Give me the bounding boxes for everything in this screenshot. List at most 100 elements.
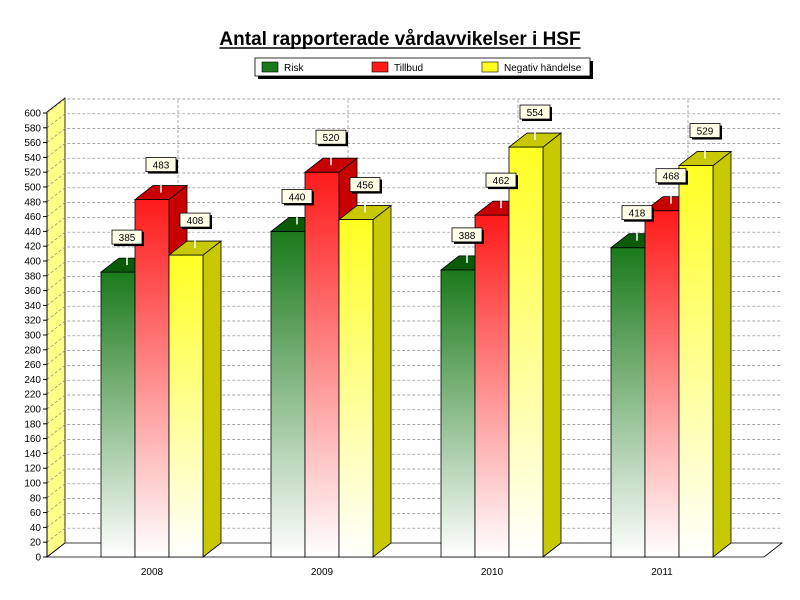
data-label-tillbud-2010: 462: [485, 172, 518, 209]
bar-side: [542, 132, 562, 558]
y-tick-label: 420: [24, 242, 41, 253]
bar-front: [134, 199, 170, 558]
data-label-risk-2009: 440: [281, 188, 314, 225]
y-tick-label: 260: [24, 360, 41, 371]
bar-front: [474, 214, 510, 558]
bars: [99, 132, 733, 558]
y-tick-label: 500: [24, 183, 41, 194]
left-wall: [46, 97, 66, 558]
data-label-risk-2010: 388: [451, 227, 484, 263]
y-tick-label: 380: [24, 271, 41, 282]
data-label-negativ-h-ndelse-2010: 554: [519, 104, 552, 141]
bar-side: [372, 204, 392, 558]
chart-title-group: Antal rapporterade vårdavvikelser i HSF: [219, 29, 581, 50]
bar-negativ-h-ndelse-2010: [507, 132, 563, 558]
data-label-box: [689, 123, 721, 138]
data-label-text: 456: [357, 181, 374, 192]
bar-negativ-h-ndelse-2011: [677, 150, 733, 558]
legend-item-tillbud: Tillbud: [371, 61, 423, 74]
data-label-box: [485, 172, 517, 188]
y-tick-label: 480: [24, 197, 41, 208]
data-label-text: 385: [119, 233, 136, 244]
y-tick-label: 160: [24, 434, 41, 445]
y-tick-label: 120: [24, 464, 41, 475]
bar-front: [304, 171, 340, 558]
legend: Risk Tillbud Negativ händelse: [254, 57, 593, 79]
y-tick-label: 80: [30, 493, 42, 504]
bar-side: [202, 240, 222, 558]
bar-negativ-h-ndelse-2008: [167, 240, 223, 558]
y-tick-label: 60: [30, 508, 42, 519]
y-tick-label: 0: [35, 553, 41, 564]
y-tick-label: 580: [24, 123, 41, 134]
y-tick-label: 40: [30, 523, 42, 534]
data-label-text: 529: [697, 127, 714, 138]
legend-label: Negativ händelse: [504, 63, 582, 74]
y-tick-label: 20: [30, 538, 42, 549]
x-axis-categories: 2008 2009 2010 2011: [141, 567, 673, 578]
gridline: [46, 128, 782, 143]
bar-front: [508, 146, 544, 558]
x-tick-label: 2011: [651, 567, 673, 578]
data-label-box: [179, 212, 211, 228]
bar-negativ-h-ndelse-2009: [337, 204, 393, 558]
bar-side: [712, 150, 732, 558]
x-tick-label: 2010: [481, 567, 504, 578]
legend-swatch: [481, 61, 499, 73]
legend-swatch: [261, 61, 279, 73]
y-tick-label: 520: [24, 168, 41, 179]
data-label-box: [519, 104, 551, 120]
data-label-text: 418: [629, 209, 646, 220]
data-label-box: [111, 229, 143, 245]
data-label-tillbud-2011: 468: [655, 168, 688, 204]
y-tick-label: 200: [24, 405, 41, 416]
y-tick-label: 280: [24, 345, 41, 356]
data-label-text: 520: [323, 133, 340, 144]
y-tick-label: 320: [24, 316, 41, 327]
chart-title: Antal rapporterade vårdavvikelser i HSF: [219, 29, 580, 50]
y-tick-label: 220: [24, 390, 41, 401]
y-tick-label: 400: [24, 257, 41, 268]
bar-front: [678, 165, 714, 558]
data-label-text: 440: [289, 192, 306, 203]
y-tick-label: 440: [24, 227, 41, 238]
data-label-risk-2008: 385: [111, 229, 144, 266]
data-labels: 385 483 408 440 520 456 388 462 554 418 468 529: [111, 104, 722, 266]
legend-swatch: [371, 61, 389, 73]
y-tick-label: 140: [24, 449, 41, 460]
bar-front: [610, 247, 646, 558]
data-label-negativ-h-ndelse-2009: 456: [349, 177, 382, 213]
data-label-text: 388: [459, 231, 476, 242]
bar-front: [338, 219, 374, 558]
bar-front: [270, 230, 306, 558]
legend-box: [254, 57, 591, 77]
legend-label: Risk: [284, 63, 304, 74]
data-label-risk-2011: 418: [621, 205, 654, 241]
y-tick-label: 340: [24, 301, 41, 312]
data-label-text: 554: [527, 108, 544, 119]
data-label-box: [281, 188, 313, 204]
data-label-box: [655, 168, 687, 184]
bar-front: [100, 271, 136, 558]
bar-front: [440, 269, 476, 558]
data-label-box: [349, 177, 381, 192]
y-tick-label: 460: [24, 212, 41, 223]
data-label-box: [145, 157, 177, 172]
y-tick-label: 360: [24, 286, 41, 297]
data-label-text: 483: [153, 161, 170, 172]
y-axis: 0 20 40 60 80 100 120 140 160 180 200 220 240 260 280 3…: [24, 109, 48, 564]
y-tick-label: 600: [24, 109, 41, 120]
data-label-box: [621, 205, 653, 221]
data-label-tillbud-2009: 520: [315, 129, 348, 166]
legend-item-negativ-h-ndelse: Negativ händelse: [481, 61, 582, 74]
gridline: [46, 98, 782, 114]
legend-label: Tillbud: [394, 63, 423, 74]
data-label-text: 408: [187, 216, 204, 227]
y-tick-label: 540: [24, 153, 41, 164]
y-tick-label: 560: [24, 138, 41, 149]
data-label-box: [315, 129, 347, 145]
data-label-negativ-h-ndelse-2008: 408: [179, 212, 212, 249]
legend-item-risk: Risk: [261, 61, 304, 74]
